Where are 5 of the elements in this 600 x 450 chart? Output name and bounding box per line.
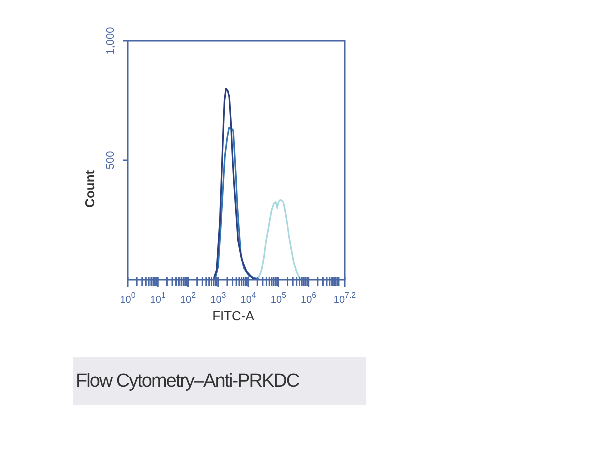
x-axis-title: FITC-A [212, 308, 255, 324]
y-tick-label: 1,000 [105, 27, 118, 55]
text: Flow Cytometry–Anti-PRKDC [73, 357, 366, 405]
y-axis-title: Count [82, 170, 98, 208]
y-tick-label: 500 [105, 151, 118, 170]
